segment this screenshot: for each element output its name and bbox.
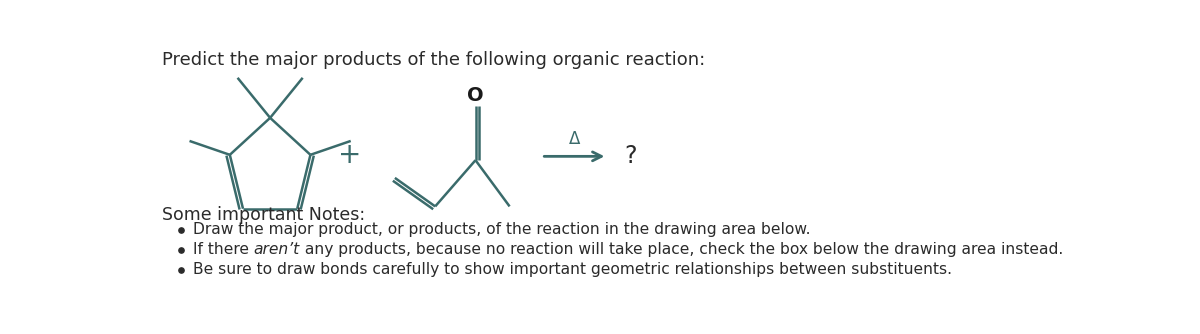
Text: If there: If there [193, 242, 253, 257]
Text: Some important Notes:: Some important Notes: [162, 206, 365, 224]
Text: ?: ? [624, 144, 637, 168]
Text: +: + [338, 141, 361, 169]
Text: aren’t: aren’t [253, 242, 300, 257]
Text: Δ: Δ [569, 130, 580, 148]
Text: O: O [467, 86, 484, 105]
Text: Draw the major product, or products, of the reaction in the drawing area below.: Draw the major product, or products, of … [193, 222, 810, 237]
Text: any products, because no reaction will take place, check the box below the drawi: any products, because no reaction will t… [300, 242, 1063, 257]
Text: Be sure to draw bonds carefully to show important geometric relationships betwee: Be sure to draw bonds carefully to show … [193, 262, 952, 277]
Text: Predict the major products of the following organic reaction:: Predict the major products of the follow… [162, 51, 704, 69]
